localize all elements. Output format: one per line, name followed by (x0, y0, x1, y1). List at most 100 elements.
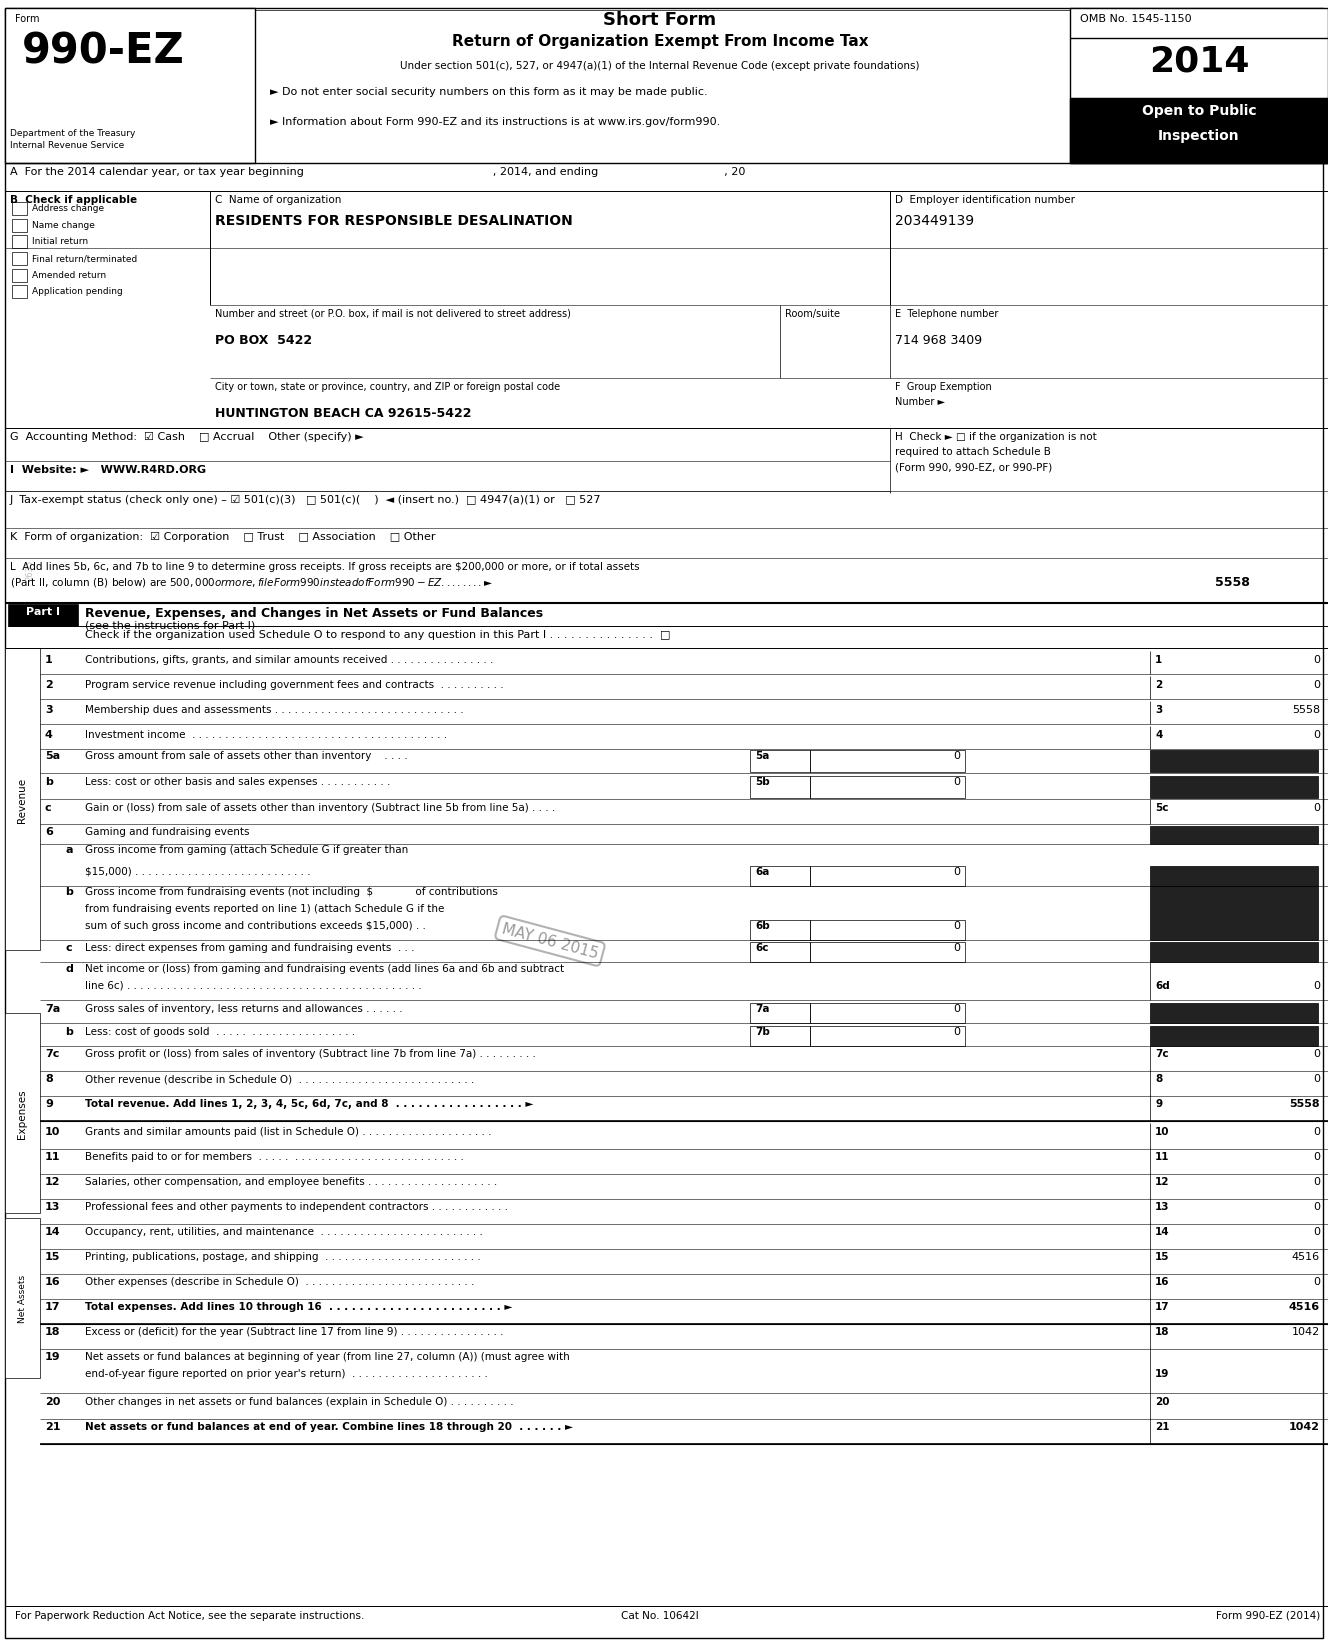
Text: 19: 19 (45, 1351, 61, 1361)
Text: 7c: 7c (45, 1048, 60, 1058)
Bar (12, 285, 27, 298)
Text: Final return/terminated: Final return/terminated (32, 254, 137, 262)
Text: 18: 18 (1155, 1327, 1170, 1337)
Text: 16: 16 (45, 1276, 61, 1285)
Text: end-of-year figure reported on prior year's return)  . . . . . . . . . . . . . .: end-of-year figure reported on prior yea… (85, 1368, 487, 1378)
Text: 2: 2 (45, 679, 53, 689)
Text: 0: 0 (954, 776, 960, 786)
Text: Excess or (deficit) for the year (Subtract line 17 from line 9) . . . . . . . . : Excess or (deficit) for the year (Subtra… (85, 1327, 503, 1337)
Text: F  Group Exemption: F Group Exemption (895, 382, 992, 392)
Text: Return of Organization Exempt From Income Tax: Return of Organization Exempt From Incom… (452, 35, 869, 49)
Bar (5, 649, 40, 951)
Bar (12, 219, 27, 232)
Bar (8, 605, 78, 626)
Text: Revenue, Expenses, and Changes in Net Assets or Fund Balances: Revenue, Expenses, and Changes in Net As… (85, 606, 543, 620)
Text: Department of the Treasury: Department of the Treasury (11, 129, 135, 138)
Text: 0: 0 (954, 943, 960, 953)
Text: Gaming and fundraising events: Gaming and fundraising events (85, 827, 250, 837)
Bar (810, 943, 965, 962)
Text: OMB No. 1545-1150: OMB No. 1545-1150 (1080, 13, 1191, 25)
Text: J  Tax-exempt status (check only one) – ☑ 501(c)(3)   □ 501(c)(    )  ◄ (insert : J Tax-exempt status (check only one) – ☑… (11, 494, 602, 504)
Text: Other revenue (describe in Schedule O)  . . . . . . . . . . . . . . . . . . . . : Other revenue (describe in Schedule O) .… (85, 1073, 474, 1083)
Text: Professional fees and other payments to independent contractors . . . . . . . . : Professional fees and other payments to … (85, 1201, 509, 1211)
Text: 20: 20 (45, 1396, 60, 1406)
Text: 0: 0 (1313, 1073, 1320, 1083)
Bar (1070, 99, 1328, 163)
Text: 5b: 5b (756, 776, 770, 786)
Text: C  Name of organization: C Name of organization (215, 194, 341, 204)
Bar (1150, 776, 1317, 799)
Text: 4: 4 (1155, 730, 1162, 740)
Text: 14: 14 (45, 1226, 61, 1236)
Text: Gross income from gaming (attach Schedule G if greater than: Gross income from gaming (attach Schedul… (85, 844, 408, 854)
Text: 203449139: 203449139 (895, 214, 975, 227)
Text: 5a: 5a (45, 750, 60, 760)
Text: Other expenses (describe in Schedule O)  . . . . . . . . . . . . . . . . . . . .: Other expenses (describe in Schedule O) … (85, 1276, 474, 1285)
Text: Room/suite: Room/suite (785, 308, 841, 318)
Text: Revenue: Revenue (17, 776, 28, 822)
Text: D  Employer identification number: D Employer identification number (895, 194, 1074, 204)
Bar (1150, 827, 1317, 844)
Text: 0: 0 (1313, 803, 1320, 812)
Text: Less: direct expenses from gaming and fundraising events  . . .: Less: direct expenses from gaming and fu… (85, 943, 421, 953)
Text: 7b: 7b (756, 1027, 770, 1037)
Text: (Part II, column (B) below) are $500,000 or more, file Form 990 instead of Form : (Part II, column (B) below) are $500,000… (11, 575, 493, 588)
Text: Less: cost or other basis and sales expenses . . . . . . . . . . .: Less: cost or other basis and sales expe… (85, 776, 390, 786)
Text: 9: 9 (45, 1098, 53, 1109)
Text: Net income or (loss) from gaming and fundraising events (add lines 6a and 6b and: Net income or (loss) from gaming and fun… (85, 964, 564, 974)
Text: Net assets or fund balances at end of year. Combine lines 18 through 20  . . . .: Net assets or fund balances at end of ye… (85, 1421, 572, 1430)
Text: 0: 0 (954, 921, 960, 931)
Text: 714 968 3409: 714 968 3409 (895, 335, 983, 346)
Text: H  Check ► □ if the organization is not: H Check ► □ if the organization is not (895, 432, 1097, 442)
Text: 7c: 7c (1155, 1048, 1169, 1058)
Text: 13: 13 (45, 1201, 60, 1211)
Bar (750, 943, 810, 962)
Text: 12: 12 (1155, 1177, 1170, 1187)
Text: 0: 0 (954, 867, 960, 877)
Text: $15,000) . . . . . . . . . . . . . . . . . . . . . . . . . . .: $15,000) . . . . . . . . . . . . . . . .… (85, 867, 311, 877)
Text: 4516: 4516 (1292, 1251, 1320, 1261)
Text: Short Form: Short Form (603, 12, 717, 30)
Text: 10: 10 (45, 1126, 60, 1137)
Text: 18: 18 (45, 1327, 61, 1337)
Text: 0: 0 (1313, 981, 1320, 990)
Text: line 6c) . . . . . . . . . . . . . . . . . . . . . . . . . . . . . . . . . . . .: line 6c) . . . . . . . . . . . . . . . .… (85, 981, 422, 990)
Text: 12: 12 (45, 1177, 61, 1187)
Text: Net assets or fund balances at beginning of year (from line 27, column (A)) (mus: Net assets or fund balances at beginning… (85, 1351, 570, 1361)
Bar (750, 867, 810, 887)
Text: PO BOX  5422: PO BOX 5422 (215, 335, 312, 346)
Bar (1150, 750, 1317, 773)
Bar (810, 867, 965, 887)
Text: 19: 19 (1155, 1368, 1170, 1378)
Bar (5, 1218, 40, 1378)
Text: from fundraising events reported on line 1) (attach Schedule G if the: from fundraising events reported on line… (85, 903, 445, 913)
Text: Address change: Address change (32, 204, 104, 213)
Text: (Form 990, 990-EZ, or 990-PF): (Form 990, 990-EZ, or 990-PF) (895, 461, 1052, 471)
Text: 990-EZ: 990-EZ (23, 31, 185, 73)
Text: MAY 06 2015: MAY 06 2015 (501, 921, 600, 961)
Text: 2014: 2014 (1149, 44, 1250, 77)
Text: 5c: 5c (1155, 803, 1169, 812)
Text: b: b (65, 1027, 73, 1037)
Text: 0: 0 (1313, 654, 1320, 664)
Text: 15: 15 (45, 1251, 60, 1261)
Bar (750, 776, 810, 799)
Text: Salaries, other compensation, and employee benefits . . . . . . . . . . . . . . : Salaries, other compensation, and employ… (85, 1177, 497, 1187)
Text: L  Add lines 5b, 6c, and 7b to line 9 to determine gross receipts. If gross rece: L Add lines 5b, 6c, and 7b to line 9 to … (11, 562, 640, 572)
Text: 7a: 7a (45, 1004, 60, 1014)
Text: Internal Revenue Service: Internal Revenue Service (11, 142, 125, 150)
Text: K  Form of organization:  ☑ Corporation    □ Trust    □ Association    □ Other: K Form of organization: ☑ Corporation □ … (11, 532, 436, 542)
Text: Other changes in net assets or fund balances (explain in Schedule O) . . . . . .: Other changes in net assets or fund bala… (85, 1396, 514, 1406)
Text: b: b (65, 887, 73, 897)
Text: Program service revenue including government fees and contracts  . . . . . . . .: Program service revenue including govern… (85, 679, 503, 689)
Text: Contributions, gifts, grants, and similar amounts received . . . . . . . . . . .: Contributions, gifts, grants, and simila… (85, 654, 494, 664)
Text: (see the instructions for Part I): (see the instructions for Part I) (85, 621, 255, 631)
Text: 0: 0 (1313, 1126, 1320, 1137)
Text: 0: 0 (1313, 1276, 1320, 1285)
Text: 11: 11 (1155, 1152, 1170, 1162)
Text: 6: 6 (45, 827, 53, 837)
Text: 17: 17 (1155, 1302, 1170, 1312)
Text: c: c (65, 943, 72, 953)
Text: HUNTINGTON BEACH CA 92615-5422: HUNTINGTON BEACH CA 92615-5422 (215, 407, 471, 420)
Text: 0: 0 (1313, 1152, 1320, 1162)
